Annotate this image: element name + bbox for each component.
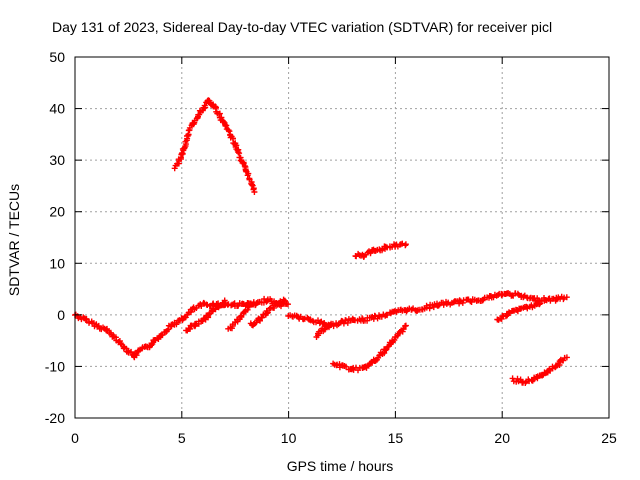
x-tick-label: 5 (178, 430, 186, 446)
y-tick-label: 50 (49, 49, 65, 65)
series-markers (183, 297, 228, 334)
y-tick-label: 30 (49, 152, 65, 168)
series-arc-mid-low (330, 322, 409, 374)
y-tick-label: 20 (49, 204, 65, 220)
series-arc-main-2 (285, 290, 570, 330)
y-tick-label: -10 (45, 358, 65, 374)
y-tick-label: 0 (57, 307, 65, 323)
series-markers (494, 300, 544, 323)
x-tick-label: 10 (281, 430, 297, 446)
ticks: 0 5 10 15 20 25 -20 -10 0 10 20 30 40 50 (45, 49, 617, 446)
x-tick-label: 0 (71, 430, 79, 446)
chart-title: Day 131 of 2023, Sidereal Day-to-day VTE… (52, 19, 553, 35)
series-markers (313, 321, 335, 340)
series-arc-late-rise (494, 300, 544, 323)
x-tick-label: 20 (494, 430, 510, 446)
y-axis-label: SDTVAR / TECUs (6, 183, 22, 297)
series-arc-branch-2 (225, 299, 257, 332)
y-tick-label: 40 (49, 101, 65, 117)
series-arc-peak (171, 97, 258, 195)
x-axis-label: GPS time / hours (286, 458, 394, 474)
series-arc-late-low (509, 354, 570, 386)
plot-frame (74, 56, 610, 419)
x-tick-label: 25 (601, 430, 617, 446)
series-arc-branch-3 (247, 296, 288, 329)
y-tick-label: 10 (49, 255, 65, 271)
series-markers (171, 97, 258, 195)
series-markers (330, 322, 409, 374)
series-markers (509, 354, 570, 386)
series-markers (247, 296, 288, 329)
series-markers (285, 290, 570, 330)
series-arc-branch-4 (313, 321, 335, 340)
series-arc-branch-1 (183, 297, 228, 334)
y-tick-label: -20 (45, 410, 65, 426)
series-arc-mid-high (352, 240, 409, 260)
series-markers (352, 240, 409, 260)
x-tick-label: 15 (388, 430, 404, 446)
series-markers (225, 299, 257, 332)
data-points (72, 97, 570, 386)
